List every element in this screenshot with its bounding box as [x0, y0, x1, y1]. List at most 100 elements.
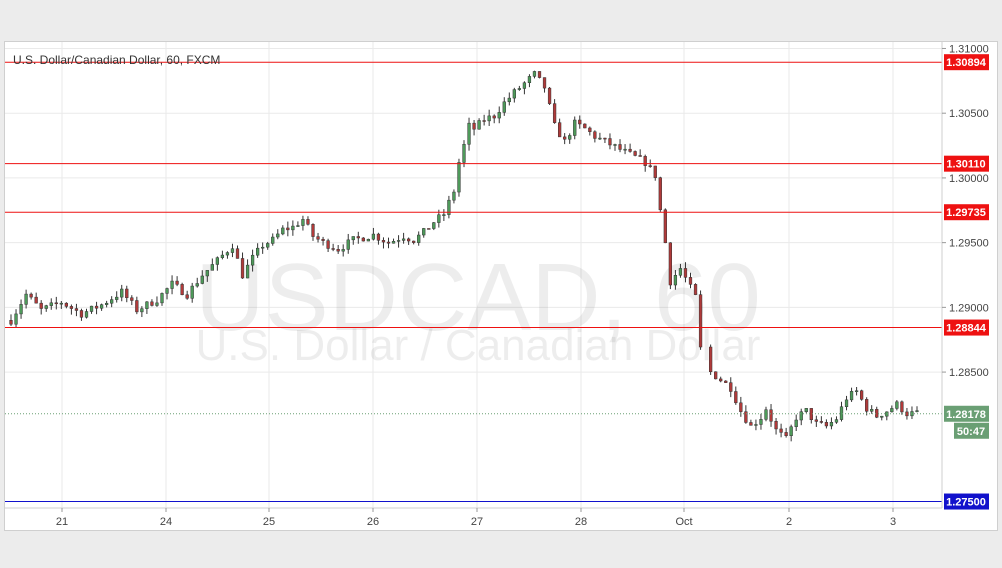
candle: [512, 87, 516, 103]
candle: [140, 306, 144, 318]
level-label-bg: [944, 204, 989, 221]
candle: [764, 406, 768, 422]
candle: [160, 292, 164, 306]
time-tick-label: Oct: [675, 516, 692, 528]
candle: [759, 413, 763, 430]
candle: [724, 380, 728, 383]
candle: [784, 427, 788, 438]
candle: [910, 406, 914, 420]
candle: [180, 282, 184, 296]
candle: [859, 389, 864, 401]
candle: [895, 400, 899, 411]
time-tick-label: 26: [367, 516, 379, 528]
candle: [356, 231, 360, 244]
candle: [145, 301, 149, 314]
candle: [396, 235, 401, 248]
price-tick-label: 1.30000: [949, 173, 989, 185]
candle: [633, 150, 637, 157]
horizontal-levels: [5, 61, 942, 503]
candle: [49, 298, 53, 310]
time-tick-label: 21: [56, 516, 68, 528]
watermark: USDCAD, 60 U.S. Dollar / Canadian Dollar: [195, 244, 761, 370]
candle: [351, 236, 355, 245]
candle: [200, 270, 204, 285]
candle: [472, 120, 476, 136]
candle: [618, 139, 622, 153]
candle: [638, 149, 642, 157]
candle: [915, 406, 919, 413]
chart-panel: USDCAD, 60 U.S. Dollar / Canadian Dollar…: [4, 41, 998, 531]
candle: [346, 233, 350, 254]
candle: [663, 208, 667, 244]
countdown-label-bg: [954, 422, 989, 439]
candle: [527, 74, 532, 88]
candle: [467, 117, 471, 151]
candle: [900, 400, 904, 415]
candle: [427, 228, 431, 230]
watermark-description: U.S. Dollar / Canadian Dollar: [196, 321, 761, 370]
candle: [588, 126, 592, 136]
level-label: 1.27500: [946, 497, 986, 509]
candle: [215, 256, 220, 271]
candle: [734, 386, 738, 405]
candle: [809, 408, 813, 424]
candle: [175, 276, 179, 287]
last-price-label: 1.28178: [946, 409, 986, 421]
price-tick-label: 1.29000: [949, 302, 989, 314]
candle: [326, 238, 330, 252]
candle: [880, 415, 884, 421]
candle: [210, 258, 214, 271]
candle: [563, 133, 567, 145]
candle: [245, 259, 250, 279]
price-chart: USDCAD, 60 U.S. Dollar / Canadian Dollar…: [5, 42, 989, 528]
candle: [814, 415, 818, 427]
candle: [693, 283, 698, 296]
candle: [391, 238, 396, 244]
time-tick-label: 27: [471, 516, 483, 528]
candle: [240, 252, 245, 279]
candle: [557, 118, 562, 138]
candle: [552, 99, 557, 124]
level-label: 1.29735: [946, 207, 986, 219]
candle: [110, 296, 114, 308]
candle: [44, 304, 48, 312]
candle: [406, 237, 411, 245]
candle: [276, 229, 280, 240]
candle: [839, 401, 844, 422]
candle: [865, 397, 869, 416]
candle: [255, 243, 260, 258]
candle: [135, 296, 139, 315]
candle: [14, 309, 18, 328]
candle: [89, 305, 94, 314]
time-axis[interactable]: 21 24 25 26 27 28 Oct 2 3: [56, 508, 896, 528]
candle: [698, 290, 703, 350]
candle: [130, 295, 134, 306]
candle: [613, 143, 617, 151]
candle: [598, 132, 602, 140]
candle: [794, 414, 798, 432]
candle: [744, 405, 748, 424]
candle: [220, 250, 225, 260]
candle: [804, 408, 808, 414]
candle: [266, 241, 270, 250]
candle: [417, 231, 421, 246]
candle: [834, 416, 839, 424]
watermark-symbol: USDCAD, 60: [195, 244, 761, 351]
candle: [608, 133, 612, 150]
candle: [316, 232, 320, 243]
candle: [165, 287, 169, 300]
candle: [74, 303, 79, 317]
time-tick-label: 24: [160, 516, 172, 528]
candle: [729, 377, 733, 398]
candle: [497, 106, 501, 124]
candle: [79, 308, 84, 321]
candle: [568, 133, 572, 144]
price-axis[interactable]: 1.31000 1.30500 1.30000 1.29500 1.29000 1.285…: [942, 43, 989, 379]
candle: [190, 282, 194, 303]
candle: [885, 411, 889, 421]
candle: [336, 244, 340, 254]
candle: [714, 371, 718, 380]
candle: [286, 221, 290, 237]
candle: [658, 176, 662, 212]
candle: [678, 263, 683, 278]
